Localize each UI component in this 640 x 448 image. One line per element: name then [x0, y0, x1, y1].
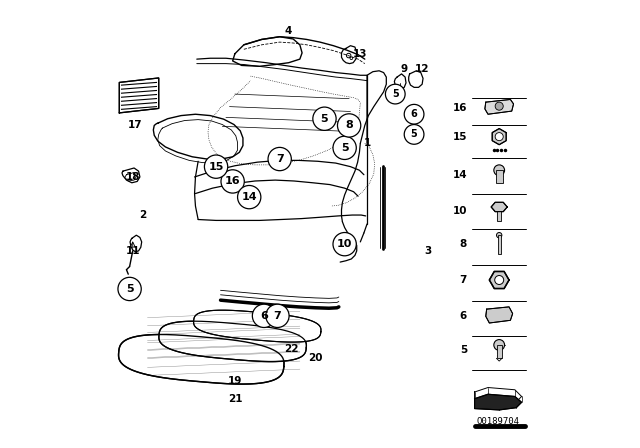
- Circle shape: [495, 133, 503, 141]
- Text: 6: 6: [411, 109, 417, 119]
- Text: 16: 16: [452, 103, 467, 112]
- Polygon shape: [485, 99, 513, 114]
- Circle shape: [333, 233, 356, 256]
- Polygon shape: [495, 170, 503, 183]
- Text: 11: 11: [125, 246, 140, 256]
- Text: 15: 15: [452, 132, 467, 142]
- Circle shape: [266, 304, 289, 327]
- Text: 1: 1: [364, 138, 371, 148]
- Polygon shape: [486, 307, 513, 323]
- Circle shape: [337, 114, 361, 137]
- Circle shape: [385, 84, 405, 104]
- Circle shape: [313, 107, 336, 130]
- Circle shape: [204, 155, 228, 178]
- Circle shape: [333, 136, 356, 159]
- Text: 7: 7: [276, 154, 284, 164]
- Text: 4: 4: [285, 26, 292, 36]
- Text: 2: 2: [140, 210, 147, 220]
- Text: 3: 3: [424, 246, 431, 256]
- Polygon shape: [474, 394, 522, 410]
- Text: 8: 8: [460, 239, 467, 249]
- Text: 7: 7: [273, 311, 282, 321]
- Text: 9: 9: [401, 65, 408, 74]
- Text: 6: 6: [460, 311, 467, 321]
- Text: 19: 19: [228, 376, 242, 386]
- Polygon shape: [497, 345, 502, 358]
- Text: O0189704: O0189704: [476, 417, 519, 426]
- Polygon shape: [193, 310, 321, 342]
- Text: 22: 22: [284, 345, 298, 354]
- Text: 13: 13: [353, 49, 367, 59]
- Circle shape: [404, 104, 424, 124]
- Circle shape: [494, 165, 504, 176]
- Text: 5: 5: [411, 129, 417, 139]
- Text: 15: 15: [209, 162, 224, 172]
- Text: 17: 17: [128, 121, 143, 130]
- Text: 5: 5: [341, 143, 348, 153]
- Text: 6: 6: [260, 311, 268, 321]
- Circle shape: [268, 147, 291, 171]
- Polygon shape: [492, 129, 506, 145]
- Text: 5: 5: [321, 114, 328, 124]
- Text: 5: 5: [460, 345, 467, 355]
- Circle shape: [494, 340, 504, 350]
- Text: 5: 5: [392, 89, 399, 99]
- Circle shape: [495, 276, 504, 284]
- Polygon shape: [491, 202, 508, 211]
- Text: 21: 21: [228, 394, 242, 404]
- Circle shape: [404, 125, 424, 144]
- Text: 5: 5: [126, 284, 133, 294]
- Circle shape: [495, 102, 503, 110]
- Circle shape: [497, 233, 502, 238]
- Polygon shape: [159, 321, 307, 362]
- Text: 20: 20: [308, 353, 323, 363]
- Text: 18: 18: [125, 172, 140, 182]
- Circle shape: [221, 170, 244, 193]
- Text: 10: 10: [337, 239, 353, 249]
- Polygon shape: [119, 78, 159, 113]
- Text: 16: 16: [225, 177, 241, 186]
- Polygon shape: [498, 235, 500, 254]
- Text: 8: 8: [345, 121, 353, 130]
- Circle shape: [118, 277, 141, 301]
- Text: 14: 14: [241, 192, 257, 202]
- Text: 14: 14: [452, 170, 467, 180]
- Polygon shape: [490, 271, 509, 289]
- Polygon shape: [118, 335, 284, 384]
- Circle shape: [252, 304, 276, 327]
- Polygon shape: [497, 211, 502, 221]
- Text: 7: 7: [460, 275, 467, 285]
- Circle shape: [237, 185, 261, 209]
- Text: 10: 10: [452, 207, 467, 216]
- Text: 12: 12: [415, 65, 429, 74]
